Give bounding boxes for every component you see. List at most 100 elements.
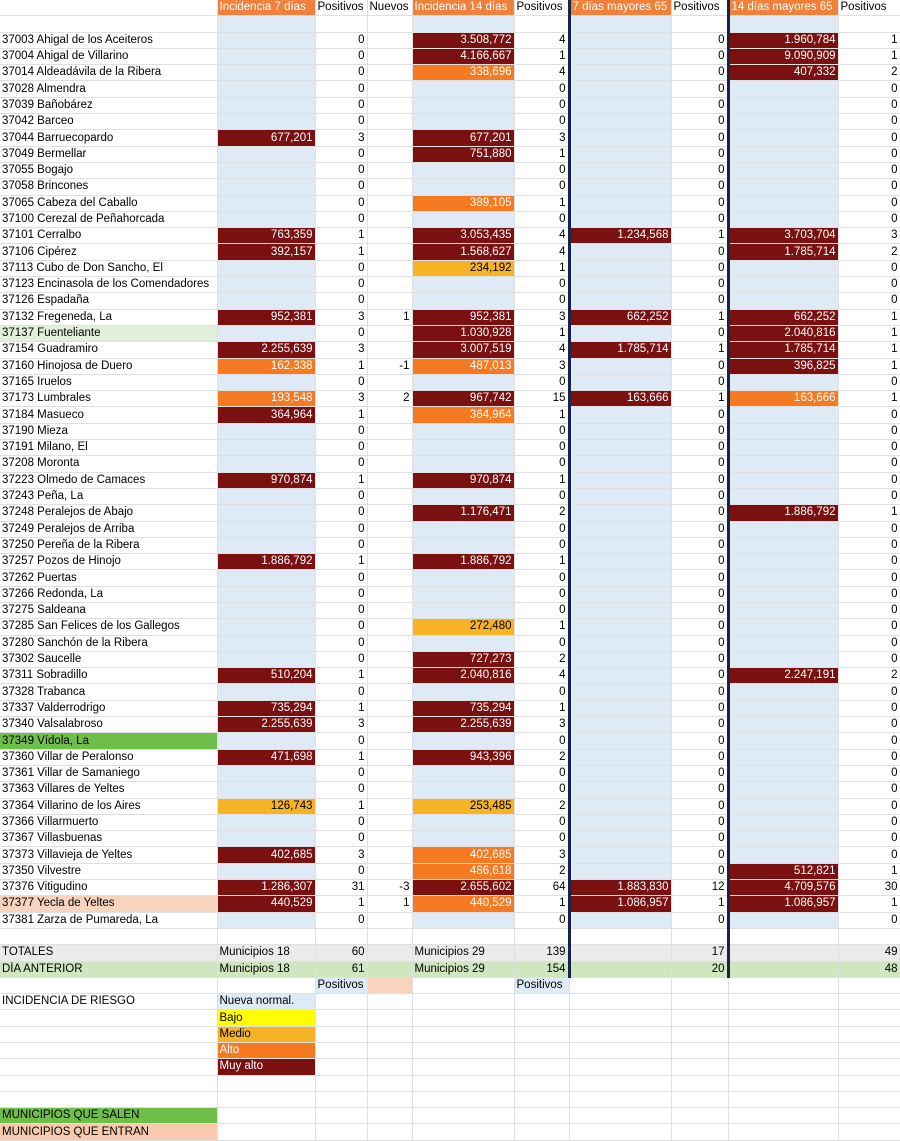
cell[interactable] xyxy=(315,1009,368,1027)
positivos-m7-cell[interactable]: 0 xyxy=(671,243,730,261)
nuevos-cell[interactable] xyxy=(367,178,413,196)
positivos-m7-cell[interactable]: 0 xyxy=(671,32,730,49)
incidence-14-cell[interactable] xyxy=(412,521,515,538)
incidence-7-cell[interactable] xyxy=(217,863,316,881)
incidence-14-cell[interactable] xyxy=(412,292,515,310)
positivos-m14-cell[interactable]: 0 xyxy=(838,488,900,506)
positivos-14-cell[interactable]: 0 xyxy=(514,423,571,441)
positivos-m14-cell[interactable]: 0 xyxy=(838,651,900,669)
cell[interactable] xyxy=(569,928,672,946)
nuevos-cell[interactable] xyxy=(367,765,413,783)
incidence-m14-cell[interactable]: 662,252 xyxy=(728,309,839,326)
incidence-7-cell[interactable]: 952,381 xyxy=(217,309,316,326)
positivos-m14-cell[interactable]: 0 xyxy=(838,146,900,163)
incidence-m7-cell[interactable] xyxy=(569,651,672,669)
positivos-m14-cell[interactable]: 0 xyxy=(838,162,900,180)
cell[interactable] xyxy=(838,1075,900,1092)
positivos-7-cell[interactable]: 1 xyxy=(315,798,368,815)
totals-row-positivos-m14[interactable]: 49 xyxy=(838,944,900,962)
cell[interactable] xyxy=(217,1091,316,1109)
positivos-m7-cell[interactable]: 0 xyxy=(671,211,730,229)
cell[interactable] xyxy=(367,928,413,946)
positivos-14-cell[interactable]: 2 xyxy=(514,863,571,881)
positivos-m7-cell[interactable]: 1 xyxy=(671,341,730,359)
nuevos-cell[interactable] xyxy=(367,455,413,473)
positivos-m7-cell[interactable]: 0 xyxy=(671,586,730,603)
nuevos-cell[interactable] xyxy=(367,504,413,522)
cell[interactable] xyxy=(838,1123,900,1141)
cell[interactable] xyxy=(217,928,316,946)
positivos-7-cell[interactable]: 0 xyxy=(315,569,368,587)
municipality-name[interactable]: 37065 Cabeza del Caballo xyxy=(0,195,218,212)
incidence-m7-cell[interactable] xyxy=(569,683,672,701)
incidence-7-cell[interactable] xyxy=(217,618,316,636)
positivos-7-cell[interactable]: 3 xyxy=(315,341,368,359)
cell[interactable] xyxy=(671,1026,729,1044)
positivos-m14-cell[interactable]: 30 xyxy=(838,879,900,897)
incidence-7-cell[interactable] xyxy=(217,260,316,278)
incidence-14-cell[interactable] xyxy=(412,765,515,783)
cell[interactable] xyxy=(412,1091,515,1109)
incidence-14-cell[interactable]: 751,880 xyxy=(412,146,515,163)
positivos-14-cell[interactable]: 2 xyxy=(514,504,571,522)
nuevos-cell[interactable]: -3 xyxy=(367,879,413,897)
positivos-7-cell[interactable]: 0 xyxy=(315,602,368,620)
incidence-14-cell[interactable] xyxy=(412,211,515,229)
positivos-m14-cell[interactable]: 0 xyxy=(838,586,900,603)
nuevos-cell[interactable] xyxy=(367,162,413,180)
incidence-m14-cell[interactable] xyxy=(728,97,839,115)
nuevos-cell[interactable] xyxy=(367,912,413,929)
incidence-14-cell[interactable] xyxy=(412,814,515,832)
nuevos-cell[interactable] xyxy=(367,211,413,229)
positivos-m7-cell[interactable]: 0 xyxy=(671,814,730,832)
incidence-m7-cell[interactable]: 163,666 xyxy=(569,390,672,408)
incidence-m14-cell[interactable] xyxy=(728,439,839,457)
cell[interactable] xyxy=(412,1009,515,1027)
positivos-m14-cell[interactable]: 0 xyxy=(838,113,900,131)
previous-day-row-positivos-14[interactable]: 154 xyxy=(514,961,571,978)
incidence-14-cell[interactable]: 3.508,772 xyxy=(412,32,515,49)
positivos-m7-cell[interactable]: 0 xyxy=(671,798,730,815)
incidence-7-cell[interactable]: 440,529 xyxy=(217,895,316,913)
incidence-7-cell[interactable]: 162,338 xyxy=(217,358,316,375)
incidence-m7-cell[interactable] xyxy=(569,48,672,66)
municipality-name[interactable]: 37004 Ahigal de Villarino xyxy=(0,48,218,66)
cell[interactable] xyxy=(728,1009,839,1027)
nuevos-cell[interactable] xyxy=(367,260,413,278)
positivos-m7-cell[interactable]: 1 xyxy=(671,227,730,245)
positivos-7-cell[interactable]: 0 xyxy=(315,586,368,603)
positivos-m7-cell[interactable]: 0 xyxy=(671,700,730,718)
incidence-14-cell[interactable]: 1.030,928 xyxy=(412,325,515,343)
previous-day-row-municipios-14[interactable]: Municipios 29 xyxy=(412,961,515,978)
positivos-7-cell[interactable]: 0 xyxy=(315,146,368,163)
nuevos-cell[interactable] xyxy=(367,602,413,620)
incidence-m7-cell[interactable] xyxy=(569,781,672,799)
municipality-name[interactable]: 37154 Guadramiro xyxy=(0,341,218,359)
nuevos-cell[interactable]: 1 xyxy=(367,895,413,913)
municipality-name[interactable]: 37100 Cerezal de Peñahorcada xyxy=(0,211,218,229)
incidence-14-cell[interactable]: 4.166,667 xyxy=(412,48,515,66)
positivos-7-cell[interactable]: 0 xyxy=(315,912,368,929)
cell[interactable] xyxy=(838,1091,900,1109)
positivos-14-cell[interactable]: 4 xyxy=(514,341,571,359)
incidence-m7-cell[interactable] xyxy=(569,423,672,441)
incidence-m7-cell[interactable] xyxy=(569,260,672,278)
nuevos-cell[interactable] xyxy=(367,635,413,652)
nuevos-cell[interactable] xyxy=(367,129,413,147)
municipality-name[interactable]: 37003 Ahigal de los Aceiteros xyxy=(0,32,218,49)
incidence-14-cell[interactable]: 338,696 xyxy=(412,64,515,82)
cell[interactable] xyxy=(671,1009,729,1027)
incidence-7-cell[interactable] xyxy=(217,781,316,799)
positivos-7-cell[interactable]: 0 xyxy=(315,325,368,343)
cell[interactable] xyxy=(569,1075,672,1092)
positivos-m14-cell[interactable]: 0 xyxy=(838,749,900,766)
cell[interactable] xyxy=(315,928,368,946)
incidence-m14-cell[interactable] xyxy=(728,113,839,131)
positivos-7-cell[interactable]: 0 xyxy=(315,80,368,98)
positivos-7-cell[interactable]: 0 xyxy=(315,374,368,392)
positivos-m7-cell[interactable]: 0 xyxy=(671,912,730,929)
incidence-m14-cell[interactable]: 1.086,957 xyxy=(728,895,839,913)
nuevos-cell[interactable] xyxy=(367,846,413,864)
positivos-m7-cell[interactable]: 1 xyxy=(671,309,730,326)
positivos-14-cell[interactable]: 1 xyxy=(514,618,571,636)
